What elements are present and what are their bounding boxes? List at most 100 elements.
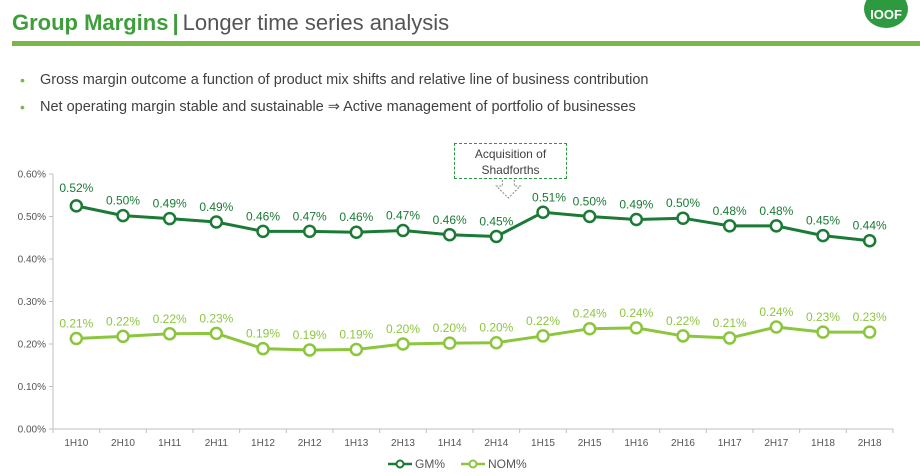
title-separator: | bbox=[172, 10, 179, 35]
data-label-gm: 0.47% bbox=[293, 209, 327, 223]
data-label-nom: 0.23% bbox=[853, 310, 887, 324]
data-point-gm bbox=[209, 215, 224, 229]
bullet-text: Gross margin outcome a function of produ… bbox=[40, 71, 649, 88]
data-point-gm bbox=[116, 208, 130, 223]
data-point-gm bbox=[162, 211, 177, 226]
legend-gm-label: GM% bbox=[415, 457, 445, 471]
data-label-nom: 0.23% bbox=[199, 311, 233, 325]
data-point-nom bbox=[769, 320, 784, 334]
bullet-dot-icon: • bbox=[20, 98, 25, 115]
y-tick-label: 0.00% bbox=[18, 425, 46, 436]
x-tick-label: 2H16 bbox=[671, 438, 695, 449]
data-label-nom: 0.21% bbox=[713, 316, 747, 330]
legend-nom-marker-icon bbox=[461, 459, 485, 469]
data-point-nom bbox=[116, 329, 130, 344]
data-point-gm bbox=[816, 228, 830, 243]
data-point-gm bbox=[442, 228, 457, 242]
data-label-gm: 0.46% bbox=[433, 213, 467, 227]
data-label-nom: 0.21% bbox=[59, 316, 93, 330]
title-subtitle: Longer time series analysis bbox=[182, 10, 450, 35]
data-point-gm bbox=[676, 211, 690, 225]
data-point-nom bbox=[209, 326, 224, 341]
data-label-gm: 0.45% bbox=[479, 214, 513, 228]
annotation-text: Acquisition of Shadforths bbox=[474, 147, 547, 177]
data-point-nom bbox=[256, 341, 270, 356]
data-point-nom bbox=[582, 321, 597, 336]
data-point-nom bbox=[536, 329, 550, 343]
x-tick-label: 1H18 bbox=[811, 438, 835, 449]
data-label-gm: 0.52% bbox=[59, 181, 93, 195]
data-point-gm bbox=[722, 219, 737, 233]
logo-text: IOOF bbox=[870, 7, 902, 22]
y-tick-label: 0.50% bbox=[18, 212, 46, 223]
data-point-nom bbox=[69, 331, 84, 346]
data-label-nom: 0.19% bbox=[339, 328, 373, 342]
bullet-list: • Gross margin outcome a function of pro… bbox=[20, 66, 649, 120]
x-tick-label: 2H12 bbox=[298, 438, 322, 449]
margins-chart: 0.00% 0.10% 0.20% 0.30% 0.40% 0.50% 0.60% 1H10 2… bbox=[0, 140, 920, 476]
header-rule bbox=[12, 41, 920, 46]
data-point-gm bbox=[302, 224, 317, 239]
bullet-text: Net operating margin stable and sustaina… bbox=[40, 98, 636, 115]
data-point-gm bbox=[629, 212, 644, 227]
data-label-nom: 0.24% bbox=[759, 305, 793, 319]
x-tick-label: 1H11 bbox=[158, 438, 182, 449]
data-point-nom bbox=[816, 325, 830, 339]
x-tick-label: 2H15 bbox=[578, 438, 602, 449]
data-label-nom: 0.22% bbox=[106, 314, 140, 328]
data-label-gm: 0.46% bbox=[339, 210, 373, 224]
data-point-gm bbox=[582, 209, 597, 224]
data-label-nom: 0.19% bbox=[293, 328, 327, 342]
data-point-gm bbox=[69, 199, 84, 213]
header: Group Margins | Longer time series analysi… bbox=[12, 8, 449, 38]
data-point-nom bbox=[349, 342, 364, 357]
series-line-nom bbox=[76, 325, 870, 352]
x-tick-label: 1H17 bbox=[718, 438, 742, 449]
data-point-nom bbox=[489, 335, 504, 350]
y-tick-label: 0.40% bbox=[18, 255, 46, 266]
bullet-dot-icon: • bbox=[20, 71, 25, 88]
data-label-nom: 0.19% bbox=[246, 327, 280, 341]
chart-svg: 0.00% 0.10% 0.20% 0.30% 0.40% 0.50% 0.60% 1H10 2… bbox=[18, 170, 894, 449]
series-line-gm bbox=[76, 204, 870, 243]
data-point-nom bbox=[722, 331, 737, 345]
data-label-gm: 0.49% bbox=[199, 200, 233, 214]
legend-gm-marker-icon bbox=[388, 459, 412, 469]
data-point-nom bbox=[676, 329, 690, 343]
page-title: Group Margins | Longer time series analysi… bbox=[12, 8, 449, 38]
data-point-nom bbox=[396, 337, 410, 351]
data-label-nom: 0.20% bbox=[479, 321, 513, 335]
data-label-nom: 0.24% bbox=[619, 306, 653, 320]
x-tick-label: 2H11 bbox=[205, 438, 229, 449]
title-main: Group Margins bbox=[12, 10, 169, 35]
x-tick-label: 2H10 bbox=[111, 438, 135, 449]
x-tick-label: 2H14 bbox=[484, 438, 508, 449]
x-tick-label: 1H10 bbox=[64, 438, 88, 449]
data-point-nom bbox=[629, 321, 644, 335]
data-label-gm: 0.50% bbox=[666, 196, 700, 210]
chart-legend: GM% NOM% bbox=[388, 457, 527, 471]
data-label-nom: 0.20% bbox=[386, 322, 420, 336]
x-tick-label: 1H15 bbox=[531, 438, 555, 449]
data-point-gm bbox=[489, 229, 504, 244]
annotation-box: Acquisition of Shadforths bbox=[454, 143, 567, 179]
annotation-arrow-icon bbox=[495, 180, 522, 199]
x-tick-label: 1H16 bbox=[624, 438, 648, 449]
data-label-nom: 0.22% bbox=[153, 312, 187, 326]
data-label-gm: 0.50% bbox=[106, 194, 140, 208]
data-label-gm: 0.45% bbox=[806, 214, 840, 228]
x-tick-label: 1H14 bbox=[438, 438, 462, 449]
data-label-gm: 0.48% bbox=[713, 204, 747, 218]
data-label-nom: 0.23% bbox=[806, 310, 840, 324]
data-label-nom: 0.20% bbox=[433, 321, 467, 335]
data-point-nom bbox=[302, 343, 317, 357]
data-point-gm bbox=[862, 233, 877, 248]
data-point-nom bbox=[862, 325, 877, 339]
data-point-gm bbox=[349, 225, 364, 239]
x-tick-label: 1H13 bbox=[344, 438, 368, 449]
data-label-gm: 0.50% bbox=[573, 195, 607, 209]
data-label-gm: 0.48% bbox=[759, 204, 793, 218]
data-label-nom: 0.24% bbox=[573, 307, 607, 321]
data-label-gm: 0.47% bbox=[386, 209, 420, 223]
data-label-nom: 0.22% bbox=[526, 314, 560, 328]
